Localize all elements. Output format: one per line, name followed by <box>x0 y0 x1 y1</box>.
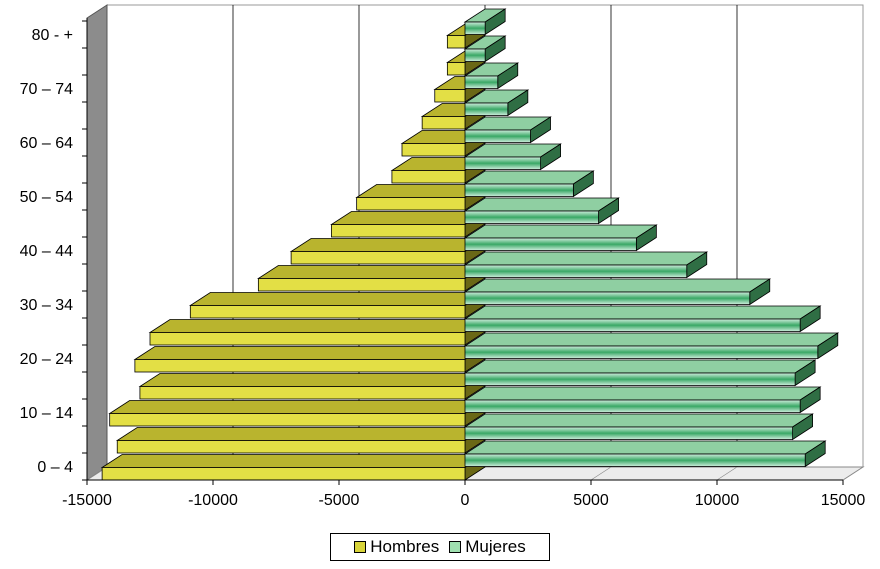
axes <box>82 18 844 485</box>
bar-mujeres <box>464 210 599 224</box>
bar-hombres <box>101 467 466 481</box>
legend-label-hombres: Hombres <box>370 537 440 556</box>
bar-hombres-top <box>330 211 487 225</box>
floor-gridline <box>716 466 738 481</box>
bar-mujeres-top <box>463 170 595 185</box>
y-tick-label: 40 – 44 <box>20 243 73 260</box>
bars <box>100 8 840 481</box>
bar-hombres <box>446 35 466 49</box>
y-tick-label: 70 – 74 <box>20 81 73 98</box>
bar-mujeres <box>464 372 796 386</box>
bar-mujeres <box>464 264 688 278</box>
bar-hombres <box>356 197 466 211</box>
bar-mujeres-top <box>463 413 814 428</box>
y-tick-label: 0 – 4 <box>37 459 73 476</box>
bar-hombres-top <box>100 454 487 468</box>
bar-hombres <box>257 278 466 292</box>
bar-hombres-top <box>257 265 487 279</box>
x-tick-label: -5000 <box>319 492 360 509</box>
y-tick-label: 80 - + <box>32 27 73 44</box>
bar-hombres <box>401 143 466 157</box>
legend-label-mujeres: Mujeres <box>465 537 526 556</box>
bar-mujeres-top <box>463 278 772 293</box>
bar-hombres-top <box>115 427 487 441</box>
bar-mujeres <box>464 426 794 440</box>
y-tick-label: 20 – 24 <box>20 351 73 368</box>
bar-hombres <box>290 251 466 265</box>
bar-mujeres <box>464 345 819 359</box>
bar-hombres <box>434 89 466 103</box>
legend-item-hombres: Hombres <box>354 537 439 557</box>
hombres-swatch <box>354 541 367 553</box>
bar-hombres <box>391 170 466 184</box>
bar-hombres <box>331 224 466 238</box>
x-tick-label: -10000 <box>188 492 238 509</box>
bar-mujeres <box>464 318 801 332</box>
legend: Hombres Mujeres <box>330 533 550 561</box>
y-tick-label: 60 – 64 <box>20 135 73 152</box>
x-axis-labels: -15000 -10000 -5000 0 5000 10000 15000 <box>62 492 865 509</box>
bar-mujeres-top <box>463 305 822 320</box>
bar-mujeres-top <box>463 224 658 239</box>
bar-mujeres <box>464 75 499 89</box>
y-tick-label: 50 – 54 <box>20 189 73 206</box>
bar-hombres <box>446 62 466 76</box>
bar-hombres <box>134 359 466 373</box>
side-wall <box>86 4 108 481</box>
x-tick-label: 0 <box>461 492 470 509</box>
bar-mujeres-top <box>463 386 822 401</box>
y-tick-label: 30 – 34 <box>20 297 73 314</box>
bar-hombres <box>189 305 466 319</box>
bar-hombres <box>421 116 466 130</box>
bar-mujeres <box>464 291 751 305</box>
bar-mujeres-top <box>463 440 827 455</box>
bar-hombres <box>149 332 466 346</box>
y-tick-label: 10 – 14 <box>20 405 73 422</box>
x-tick-label: 10000 <box>695 492 740 509</box>
x-tick-label: 5000 <box>573 492 609 509</box>
legend-item-mujeres: Mujeres <box>449 537 526 557</box>
bar-hombres-top <box>108 400 487 414</box>
bar-hombres-top <box>289 238 487 252</box>
bar-mujeres <box>464 48 486 62</box>
y-axis-labels: 0 – 4 10 – 14 20 – 24 30 – 34 40 – 44 50 – 54… <box>20 27 73 476</box>
bar-hombres <box>139 386 466 400</box>
bar-hombres-top <box>148 319 487 333</box>
x-tick-label: -15000 <box>62 492 112 509</box>
bar-mujeres <box>464 21 486 35</box>
bar-mujeres <box>464 156 541 170</box>
bar-hombres-top <box>133 346 487 360</box>
bar-hombres <box>109 413 466 427</box>
bar-hombres <box>116 440 466 454</box>
bar-mujeres <box>464 102 509 116</box>
bar-hombres-top <box>138 373 487 387</box>
bar-mujeres <box>464 453 806 467</box>
bar-mujeres-top <box>463 359 817 374</box>
bar-mujeres-top <box>463 197 620 212</box>
x-tick-label: 15000 <box>821 492 866 509</box>
bar-mujeres <box>464 129 531 143</box>
bar-hombres-top <box>188 292 487 306</box>
bar-mujeres <box>464 183 574 197</box>
bar-mujeres-top <box>463 251 709 266</box>
mujeres-swatch <box>449 541 462 553</box>
bar-mujeres-top <box>463 332 840 347</box>
floor-gridline <box>590 466 612 481</box>
bar-mujeres <box>464 399 801 413</box>
bar-mujeres <box>464 237 637 251</box>
